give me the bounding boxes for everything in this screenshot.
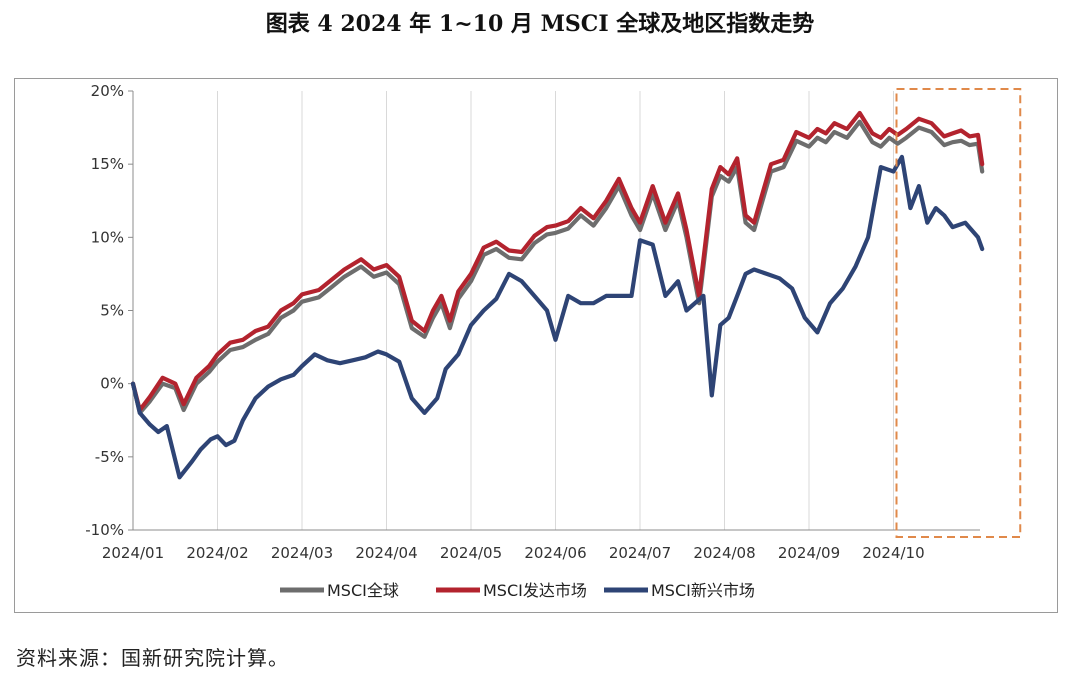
highlight-box <box>895 88 1022 538</box>
y-tick-label: 10% <box>91 228 124 246</box>
legend-label: MSCI全球 <box>327 581 399 600</box>
y-tick-label: 0% <box>100 375 124 393</box>
source-note: 资料来源：国新研究院计算。 <box>16 646 289 670</box>
y-tick-label: 5% <box>100 302 124 320</box>
y-tick-label: -5% <box>95 448 124 466</box>
legend-label: MSCI发达市场 <box>483 581 587 600</box>
x-tick-label: 2024/07 <box>609 544 671 562</box>
legend-label: MSCI新兴市场 <box>651 581 755 600</box>
series-line-global <box>130 119 985 415</box>
x-tick-label: 2024/01 <box>102 544 164 562</box>
chart-title: 图表 4 2024 年 1~10 月 MSCI 全球及地区指数走势 <box>265 11 815 37</box>
y-tick-label: 15% <box>91 155 124 173</box>
y-tick-label: -10% <box>85 521 124 539</box>
chart-frame <box>14 78 1058 613</box>
x-tick-label: 2024/02 <box>186 544 248 562</box>
series-line-emerging <box>130 154 985 480</box>
chart-svg: -10% -5% 0% 5% 10% 15% 20% 2024/01 2024/02 2024/0… <box>85 82 1022 600</box>
x-tick-label: 2024/05 <box>440 544 502 562</box>
x-tick-label: 2024/03 <box>271 544 333 562</box>
series-line-developed <box>130 110 985 413</box>
x-tick-label: 2024/06 <box>524 544 586 562</box>
x-tick-label: 2024/09 <box>778 544 840 562</box>
x-tick-label: 2024/04 <box>355 544 417 562</box>
y-tick-label: 20% <box>91 82 124 100</box>
x-tick-label: 2024/08 <box>693 544 755 562</box>
x-tick-label: 2024/10 <box>862 544 924 562</box>
